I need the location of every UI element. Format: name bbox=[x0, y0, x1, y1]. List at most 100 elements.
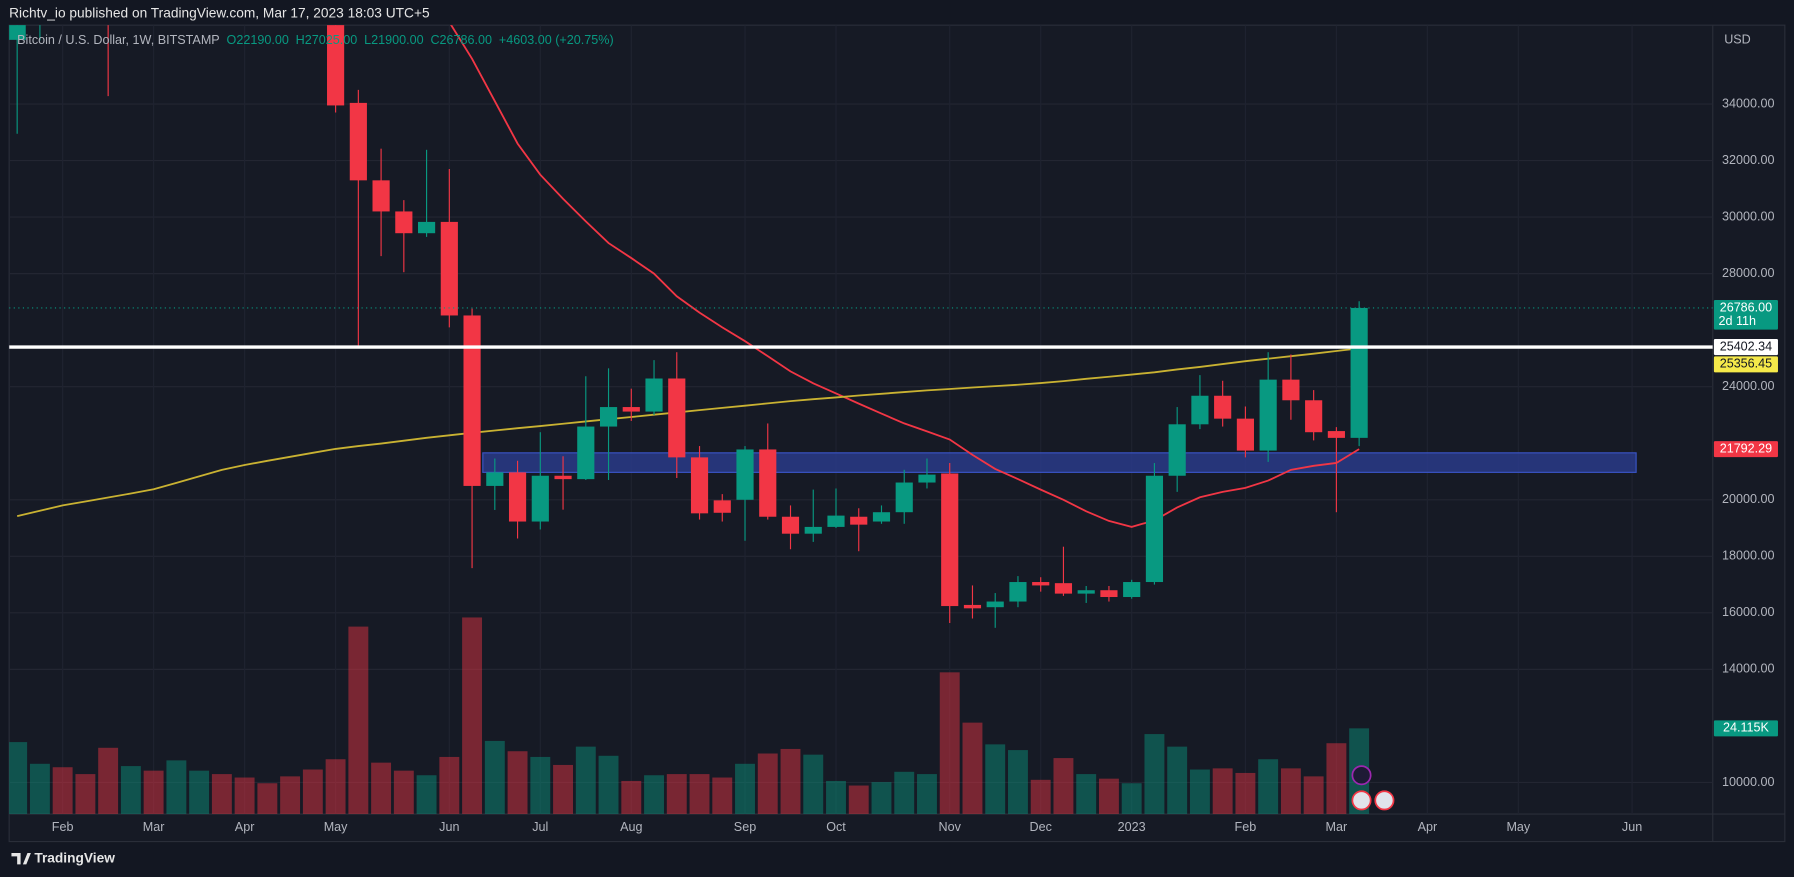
event-icon[interactable] bbox=[1374, 790, 1395, 811]
y-tick-label: 34000.00 bbox=[1722, 96, 1774, 110]
volume-bar bbox=[507, 751, 528, 815]
volume-bar bbox=[1053, 758, 1074, 815]
volume-bar bbox=[416, 775, 437, 815]
x-tick-label: Oct bbox=[826, 820, 846, 834]
x-tick-label: Nov bbox=[939, 820, 962, 834]
candle-body bbox=[736, 449, 754, 500]
ma-line bbox=[16, 347, 1360, 518]
volume-bar bbox=[1303, 776, 1324, 815]
candle-body bbox=[440, 221, 458, 316]
candle-body bbox=[872, 512, 891, 522]
candle-body bbox=[850, 516, 868, 525]
volume-bar bbox=[166, 760, 187, 815]
x-tick-label: Jun bbox=[439, 820, 459, 834]
candle-body bbox=[827, 515, 845, 527]
volume-bar bbox=[1030, 779, 1051, 815]
y-tick-label: 28000.00 bbox=[1722, 266, 1774, 280]
candle-body bbox=[531, 475, 549, 522]
candle-body bbox=[1145, 475, 1164, 583]
event-icon[interactable] bbox=[1351, 790, 1372, 811]
volume-bar bbox=[917, 774, 937, 815]
x-tick-label: Feb bbox=[52, 820, 74, 834]
volume-bar bbox=[1258, 759, 1279, 815]
volume-bar bbox=[1121, 783, 1142, 815]
volume-bar bbox=[735, 763, 755, 815]
volume-bar bbox=[871, 782, 892, 815]
candle-body bbox=[9, 25, 26, 40]
candle-body bbox=[918, 474, 936, 483]
volume-bar bbox=[1326, 743, 1347, 815]
volume-bar bbox=[985, 744, 1006, 815]
volume-bar bbox=[644, 775, 664, 815]
candle-body bbox=[668, 378, 686, 458]
candle-body bbox=[713, 500, 731, 513]
candle-body bbox=[963, 604, 982, 609]
candle-body bbox=[554, 475, 572, 480]
legend-change: +4603.00 (+20.75%) bbox=[499, 33, 614, 47]
event-icon[interactable] bbox=[1351, 765, 1372, 786]
x-tick-label: May bbox=[1506, 820, 1530, 834]
candle-body bbox=[508, 472, 527, 522]
candle-body bbox=[941, 473, 959, 607]
volume-bar bbox=[1167, 746, 1188, 815]
legend-close: C26786.00 bbox=[430, 33, 492, 47]
y-tick-label: 14000.00 bbox=[1722, 662, 1774, 676]
pink-ma-badge bbox=[1713, 441, 1778, 458]
volume-bar bbox=[75, 774, 96, 815]
candle-body bbox=[1100, 590, 1118, 598]
volume-bar bbox=[962, 722, 983, 815]
volume-bar bbox=[575, 746, 596, 815]
candle-body bbox=[599, 407, 618, 427]
candle-body bbox=[1077, 590, 1095, 594]
level-badge-label: 25402.34 bbox=[1720, 339, 1772, 353]
volume-bar bbox=[621, 780, 642, 815]
volume-bar bbox=[1008, 750, 1028, 815]
candle-body bbox=[1259, 379, 1277, 451]
brand-logo bbox=[11, 852, 31, 865]
volume-bar bbox=[98, 747, 119, 815]
volume-bar bbox=[302, 769, 323, 815]
candle-body bbox=[1032, 582, 1050, 586]
candle-body bbox=[759, 449, 777, 517]
candle-body bbox=[690, 457, 709, 514]
volume-bar bbox=[1076, 774, 1097, 815]
price-badge bbox=[1713, 299, 1778, 330]
candle-body bbox=[1009, 582, 1027, 602]
volume-bar bbox=[1098, 778, 1119, 815]
volume-bar bbox=[462, 617, 483, 815]
volume-bar bbox=[143, 770, 164, 815]
candle-body bbox=[1327, 431, 1345, 438]
candle-body bbox=[1350, 307, 1368, 438]
candle-body bbox=[895, 482, 913, 513]
volume-bar bbox=[348, 626, 369, 815]
volume-bar bbox=[780, 748, 801, 815]
x-tick-label: Apr bbox=[1418, 820, 1438, 834]
volume-bar bbox=[1212, 768, 1233, 815]
candle-body bbox=[1054, 583, 1073, 594]
volume-bar bbox=[120, 766, 141, 815]
x-tick-label: Feb bbox=[1235, 820, 1257, 834]
volume-bar bbox=[211, 774, 232, 815]
candle-body bbox=[804, 526, 822, 534]
candle-body bbox=[417, 221, 436, 234]
candle-body bbox=[1236, 418, 1254, 451]
candle-body bbox=[395, 211, 413, 234]
yellow-ma-badge bbox=[1713, 356, 1778, 373]
level-badge bbox=[1713, 339, 1778, 356]
overlay: 10000.00 14000.00 16000.00 18000.00 20000.00… bbox=[52, 96, 1778, 834]
candle-body bbox=[986, 601, 1004, 608]
candle-body bbox=[486, 472, 504, 486]
volume-bar bbox=[530, 756, 551, 815]
currency: USD bbox=[1724, 32, 1751, 46]
candle-body bbox=[1214, 395, 1232, 419]
candle-body bbox=[372, 180, 390, 212]
candle-body bbox=[781, 516, 800, 534]
volume-bar bbox=[439, 756, 460, 815]
y-tick-label: 16000.00 bbox=[1722, 605, 1774, 619]
x-tick-label: Sep bbox=[734, 820, 756, 834]
support-zone bbox=[482, 452, 1637, 473]
candle-body bbox=[349, 102, 367, 181]
volume-bar bbox=[1189, 769, 1210, 815]
volume-bar bbox=[257, 783, 278, 815]
pink-ma-badge-label: 21792.29 bbox=[1720, 441, 1772, 455]
